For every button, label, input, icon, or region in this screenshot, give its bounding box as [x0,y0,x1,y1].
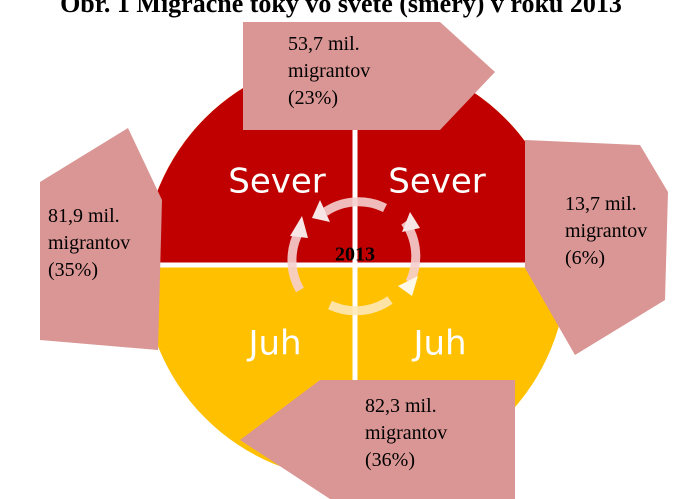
flow-callout [240,380,515,499]
center-label: 2013 [335,244,375,266]
quadrant-label: Sever [228,162,326,202]
flow-text: 82,3 mil. [365,395,437,417]
flow-text: (23%) [288,87,338,109]
flow-callout [40,128,162,350]
flow-callout [243,22,495,130]
flow-text: migrantov [48,232,130,254]
flow-text: (35%) [48,259,98,281]
title: Obr. 1 Migračné toky vo svete (smery) v … [60,0,622,18]
flow-text: migrantov [365,422,447,444]
quadrant-label: Juh [411,324,466,364]
quadrant-label: Juh [246,324,301,364]
flow-text: 13,7 mil. [565,193,637,215]
flow-text: 53,7 mil. [288,33,360,55]
flow-text: migrantov [288,60,370,82]
flow-text: 81,9 mil. [48,205,120,227]
flow-callout [525,140,668,355]
flow-text: (36%) [365,449,415,471]
cycle-arrows [287,197,421,316]
quadrant-label: Sever [388,162,486,202]
flow-text: (6%) [565,247,605,269]
flow-text: migrantov [565,220,647,242]
